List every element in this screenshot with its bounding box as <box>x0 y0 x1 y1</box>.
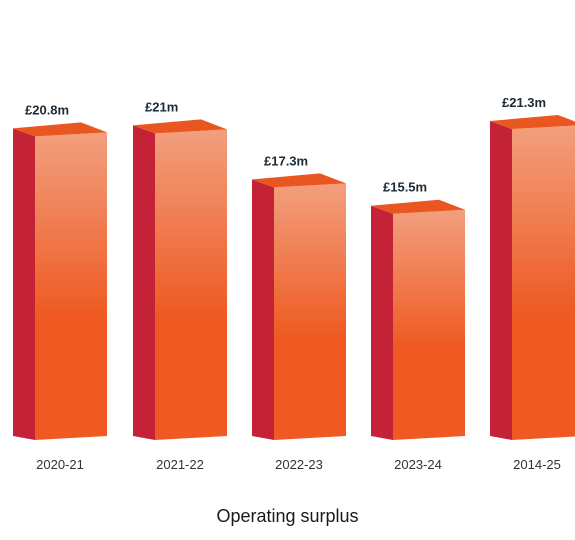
bar-top-face <box>133 119 227 134</box>
bar-side-face <box>133 125 155 441</box>
data-label: £21.3m <box>502 95 546 110</box>
data-label: £20.8m <box>25 102 69 117</box>
bar-top-face <box>13 122 107 137</box>
data-label: £15.5m <box>383 180 427 195</box>
bar <box>13 122 107 440</box>
bar <box>133 119 227 441</box>
bar-front-face <box>393 209 465 440</box>
bar-front-face <box>274 183 346 441</box>
bar-front-face <box>512 125 575 440</box>
bars-layer <box>13 115 575 441</box>
category-label: 2021-22 <box>156 457 204 472</box>
data-label: £17.3m <box>264 153 308 168</box>
bar-side-face <box>13 128 35 440</box>
bar-top-face <box>252 173 346 188</box>
category-label: 2014-25 <box>513 457 561 472</box>
bar-front-face <box>35 132 107 440</box>
bar <box>371 199 465 440</box>
data-label: £21m <box>145 99 178 114</box>
category-label: 2022-23 <box>275 457 323 472</box>
category-label: 2023-24 <box>394 457 442 472</box>
bar <box>252 173 346 441</box>
labels-layer: £20.8m 2020-21 £21m 2021-22 £17.3m 2022-23 £15… <box>25 95 561 472</box>
category-label: 2020-21 <box>36 457 84 472</box>
bar-side-face <box>252 179 274 441</box>
bar-top-face <box>371 199 465 214</box>
bar-side-face <box>490 121 512 441</box>
bar-top-face <box>490 115 575 130</box>
bar-side-face <box>371 205 393 440</box>
bar <box>490 115 575 441</box>
bar-front-face <box>155 129 227 440</box>
chart-title: Operating surplus <box>216 506 359 526</box>
